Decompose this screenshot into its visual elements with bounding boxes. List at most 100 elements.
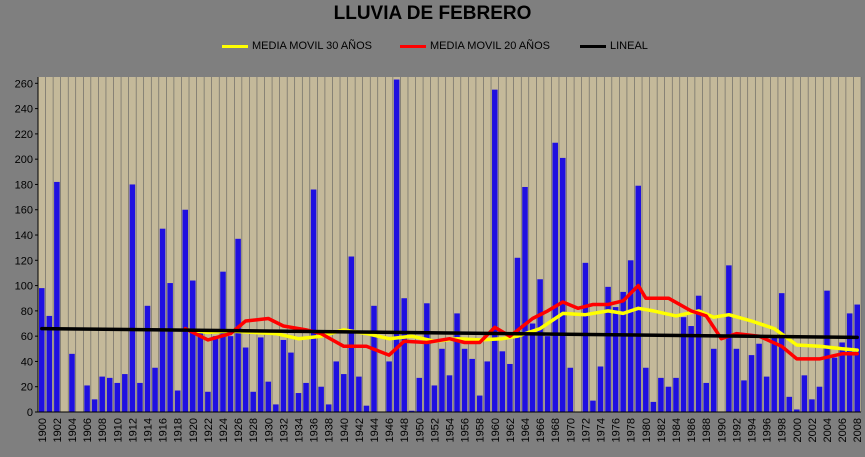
bar <box>310 189 317 412</box>
bar <box>824 290 830 412</box>
x-tick-label: 1944 <box>369 418 381 442</box>
bar <box>816 386 823 412</box>
y-tick-label: 260 <box>15 78 33 90</box>
bar <box>288 352 294 412</box>
chart-legend: MEDIA MOVIL 30 AÑOS MEDIA MOVIL 20 AÑOS … <box>0 40 865 58</box>
bar <box>182 209 189 412</box>
x-tick-label: 1994 <box>747 418 759 442</box>
bar <box>242 347 249 412</box>
bar <box>439 348 445 412</box>
bar <box>416 377 423 412</box>
line-linear <box>40 326 859 340</box>
bar <box>612 307 619 412</box>
bar <box>492 89 498 412</box>
bar <box>227 336 234 412</box>
x-tick-label: 1918 <box>173 418 185 442</box>
legend-label-ma30: MEDIA MOVIL 30 AÑOS <box>252 40 373 52</box>
bar <box>325 404 332 412</box>
x-tick-label: 1936 <box>309 418 321 442</box>
x-tick-label: 1950 <box>414 418 426 442</box>
bar <box>507 363 513 412</box>
x-tick-label: 1972 <box>580 418 592 442</box>
bar <box>846 313 853 412</box>
bar <box>99 376 105 412</box>
bar <box>212 336 219 412</box>
bar <box>220 271 226 412</box>
y-tick-label: 240 <box>15 104 33 116</box>
bar <box>265 381 272 412</box>
bar <box>54 181 60 412</box>
bar <box>167 283 173 412</box>
x-tick-label: 1996 <box>762 418 774 442</box>
bar <box>710 348 717 412</box>
bar <box>106 377 113 412</box>
bar <box>688 326 694 412</box>
bar <box>537 279 543 412</box>
bar <box>552 142 558 413</box>
bar <box>658 377 664 412</box>
bar <box>665 386 672 412</box>
x-tick-label: 1976 <box>611 418 623 442</box>
bar <box>499 351 506 412</box>
x-tick-label: 1946 <box>384 418 396 442</box>
bar <box>643 367 649 412</box>
x-tick-label: 1922 <box>203 418 215 442</box>
bar <box>303 382 309 412</box>
x-tick-label: 1990 <box>716 418 728 442</box>
x-tick-label: 1924 <box>218 418 230 442</box>
x-tick-label: 1930 <box>263 418 275 442</box>
x-tick-label: 1974 <box>596 418 608 442</box>
legend-item-ma20: MEDIA MOVIL 20 AÑOS <box>400 40 550 52</box>
bar <box>854 304 860 412</box>
bar <box>831 357 838 412</box>
x-tick-label: 1956 <box>460 418 472 442</box>
x-tick-label: 1912 <box>127 418 139 442</box>
bar <box>567 367 574 412</box>
bar <box>741 380 747 412</box>
x-tick-label: 1984 <box>671 418 683 442</box>
x-tick-label: 1900 <box>37 418 49 442</box>
x-tick-label: 2002 <box>807 418 819 442</box>
bar <box>152 367 158 412</box>
bar <box>341 374 347 412</box>
y-tick-label: 100 <box>15 281 33 293</box>
bar <box>597 366 604 412</box>
x-tick-label: 1914 <box>142 418 154 442</box>
x-tick-label: 1958 <box>475 418 487 442</box>
x-tick-label: 1916 <box>158 418 170 442</box>
y-tick-label: 60 <box>21 331 33 343</box>
legend-label-ma20: MEDIA MOVIL 20 AÑOS <box>430 40 551 52</box>
x-tick-label: 1904 <box>67 418 79 442</box>
bar <box>695 295 702 412</box>
y-tick-label: 160 <box>15 205 33 217</box>
x-tick-label: 1952 <box>429 418 441 442</box>
bar <box>801 375 808 412</box>
bar <box>733 348 740 412</box>
x-tick-label: 1934 <box>293 418 305 442</box>
x-tick-label: 1964 <box>520 418 532 442</box>
bar <box>356 376 362 412</box>
legend-swatch-ma30 <box>222 44 248 48</box>
bar <box>839 342 845 412</box>
bar <box>174 390 181 412</box>
legend-swatch-linear <box>580 44 606 48</box>
bar <box>605 286 611 412</box>
bar <box>84 385 90 412</box>
bar <box>280 339 287 412</box>
x-tick-label: 1998 <box>777 418 789 442</box>
y-tick-label: 80 <box>21 306 33 318</box>
bar <box>771 336 777 412</box>
bar <box>190 280 196 412</box>
bar <box>529 323 536 412</box>
bar <box>273 404 279 412</box>
bar <box>778 293 785 412</box>
bar <box>257 337 264 412</box>
plot-area <box>38 77 861 412</box>
x-tick-label: 1910 <box>112 418 124 442</box>
legend-item-ma30: MEDIA MOVIL 30 AÑOS <box>222 40 372 52</box>
x-tick-label: 1954 <box>445 418 457 442</box>
x-tick-label: 1902 <box>52 418 64 442</box>
bar <box>809 399 815 412</box>
bar <box>363 405 370 412</box>
bar <box>461 348 468 412</box>
